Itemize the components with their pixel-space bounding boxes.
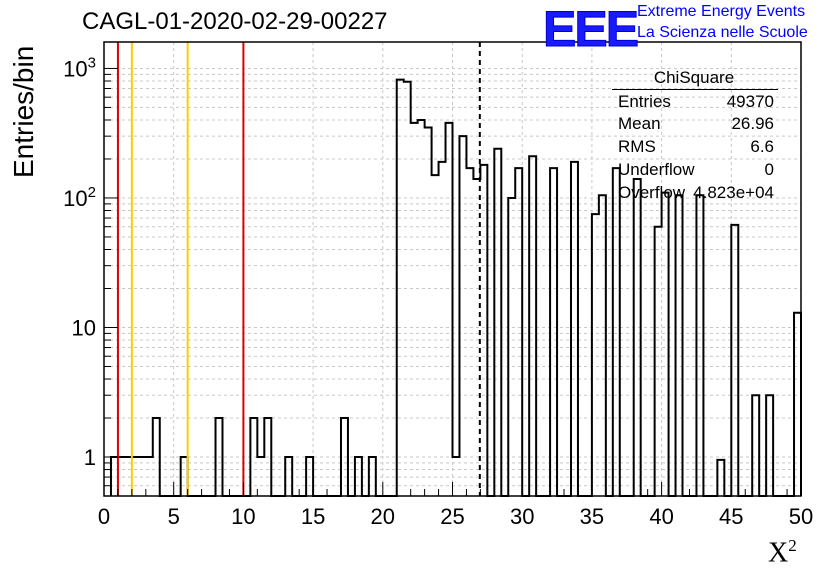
histogram-bin <box>118 457 125 496</box>
histogram-bin <box>662 193 669 496</box>
histogram-bin <box>529 156 536 496</box>
histogram-bin <box>655 227 662 496</box>
y-axis-label: Entries/bin <box>8 45 39 178</box>
x-tick-label: 10 <box>231 504 255 529</box>
histogram-bin <box>264 418 271 496</box>
histogram-bin <box>613 168 620 496</box>
statistics-box: ChiSquare Entries 49370 Mean 26.96 RMS 6… <box>610 68 778 206</box>
x-tick-label: 15 <box>301 504 325 529</box>
histogram-bin <box>731 225 738 496</box>
histogram-bin <box>181 457 188 496</box>
histogram-bin <box>752 395 759 496</box>
statistics-box-divider <box>612 89 778 90</box>
x-axis-label-superscript: 2 <box>788 536 797 555</box>
histogram-bin <box>432 175 439 496</box>
histogram-bin <box>550 168 557 496</box>
x-tick-label: 25 <box>440 504 464 529</box>
histogram-bin <box>404 82 411 496</box>
histogram-bin <box>515 168 522 496</box>
x-tick-label: 30 <box>510 504 534 529</box>
histogram-bin <box>132 457 139 496</box>
stats-value: 0 <box>764 160 774 179</box>
histogram-bin <box>111 457 118 496</box>
x-axis-label: X2 <box>768 536 797 569</box>
histogram-bin <box>341 418 348 496</box>
y-tick-label: 102 <box>63 184 96 211</box>
stats-value: 6.6 <box>750 137 774 156</box>
histogram-bin <box>146 457 153 496</box>
histogram-bin <box>571 162 578 496</box>
x-tick-label: 20 <box>371 504 395 529</box>
histogram-bin <box>446 123 453 496</box>
x-axis-label-base: X <box>768 537 789 569</box>
logo-text-line-2: La Scienza nelle Scuole <box>637 24 808 41</box>
histogram-bin <box>634 179 641 496</box>
histogram-bin <box>466 168 473 496</box>
histogram-bin <box>139 457 146 496</box>
histogram-bin <box>508 198 515 496</box>
x-tick-label: 40 <box>649 504 673 529</box>
y-tick-label: 103 <box>63 54 96 81</box>
x-tick-label: 50 <box>789 504 813 529</box>
stats-key: Entries <box>618 92 671 111</box>
histogram-bin <box>480 165 487 496</box>
stats-key: Underflow <box>618 160 695 179</box>
y-tick-label: 1 <box>84 445 96 470</box>
histogram-bin <box>494 149 501 496</box>
histogram-bin <box>599 195 606 496</box>
histogram-bin <box>369 457 376 496</box>
stats-key: Mean <box>618 114 661 133</box>
stats-value: 26.96 <box>731 114 774 133</box>
eee-logo: EEE <box>542 1 639 58</box>
logo-text-line-1: Extreme Energy Events <box>637 3 806 20</box>
histogram-bin <box>285 457 292 496</box>
x-tick-label: 35 <box>580 504 604 529</box>
histogram-bin <box>453 457 460 496</box>
page-title: CAGL-01-2020-02-29-00227 <box>82 8 388 35</box>
histogram-bin <box>592 214 599 496</box>
stats-key: Overflow <box>618 183 686 202</box>
histogram-bin <box>257 457 264 496</box>
histogram-bin <box>439 162 446 496</box>
x-tick-label: 5 <box>168 504 180 529</box>
statistics-box-title: ChiSquare <box>653 68 735 87</box>
stats-value: 4.823e+04 <box>693 183 774 202</box>
x-tick-label: 0 <box>98 504 110 529</box>
histogram-bin <box>216 418 223 496</box>
histogram-bin <box>397 80 404 496</box>
histogram-bin <box>125 457 132 496</box>
stats-key: RMS <box>618 137 656 156</box>
histogram-bin <box>717 460 724 496</box>
y-tick-label: 10 <box>72 315 96 340</box>
histogram-bin <box>355 457 362 496</box>
histogram-bin <box>418 120 425 496</box>
histogram-bin <box>153 418 160 496</box>
histogram-bin <box>425 127 432 496</box>
histogram-bin <box>794 313 801 496</box>
histogram-bin <box>459 136 466 496</box>
histogram-bin <box>306 457 313 496</box>
histogram-bin <box>696 195 703 496</box>
histogram-bin <box>250 418 257 496</box>
histogram-bin <box>411 123 418 496</box>
stats-value: 49370 <box>726 92 774 111</box>
x-tick-label: 45 <box>719 504 743 529</box>
histogram-bin <box>676 195 683 496</box>
histogram-bin <box>766 395 773 496</box>
